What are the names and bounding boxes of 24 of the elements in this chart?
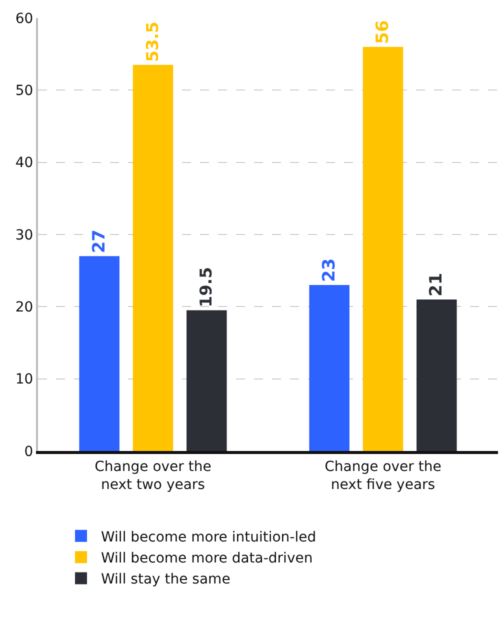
bar	[132, 64, 174, 451]
data-label: 27	[89, 229, 110, 254]
legend-label: Will stay the same	[101, 572, 230, 588]
y-tick-label: 30	[15, 227, 34, 244]
bar	[79, 256, 120, 451]
bar	[186, 310, 227, 451]
data-label: 19.5	[196, 267, 216, 308]
y-tick-label: 10	[15, 372, 34, 388]
y-tick-label: 50	[15, 83, 34, 100]
y-tick-label: 60	[15, 10, 34, 27]
x-tick-label: Change over the next two years	[94, 458, 212, 493]
bar	[362, 46, 404, 451]
x-tick-label: Change over the next five years	[324, 458, 442, 493]
y-tick-label: 40	[15, 155, 34, 172]
data-label: 56	[373, 20, 394, 44]
legend-label: Will become more intuition-led	[101, 529, 316, 546]
bar	[309, 285, 350, 451]
data-label: 23	[319, 258, 340, 282]
bar	[416, 299, 457, 451]
data-label: 21	[426, 272, 447, 296]
y-tick-label: 0	[24, 444, 34, 460]
y-tick-label: 20	[15, 300, 34, 316]
legend-label: Will become more data-driven	[101, 550, 313, 567]
data-label: 53.5	[142, 22, 162, 62]
